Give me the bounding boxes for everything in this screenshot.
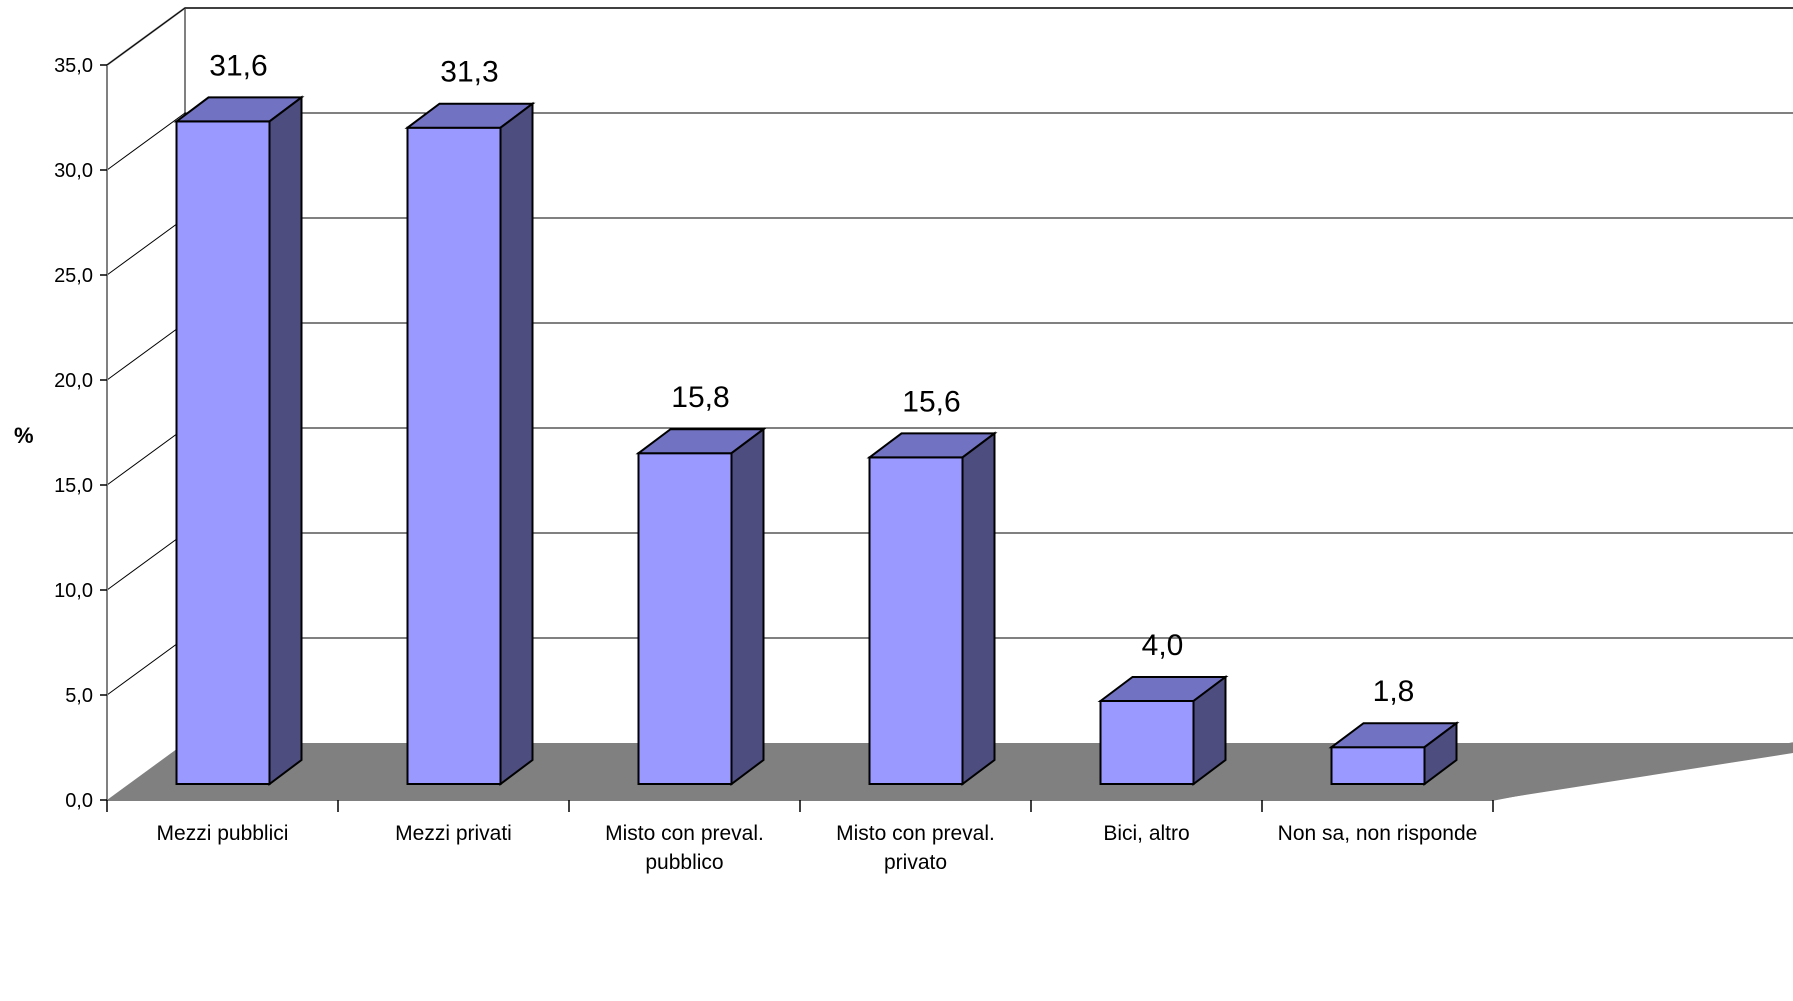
- category-label: Non sa, non risponde: [1278, 822, 1478, 845]
- category-label: Bici, altro: [1103, 822, 1189, 845]
- category-label: Misto con preval.: [605, 822, 764, 845]
- y-tick-label: 10,0: [54, 580, 93, 602]
- bar-0: [173, 95, 305, 786]
- gridline: [106, 7, 1793, 66]
- bar-5: [1328, 721, 1460, 786]
- category-label: privato: [884, 851, 947, 874]
- bar-4: [1097, 675, 1229, 786]
- bar-side-face: [1192, 675, 1227, 786]
- bar-side-face: [499, 101, 534, 786]
- category-label: pubblico: [645, 851, 723, 874]
- y-tick-label: 30,0: [54, 160, 93, 182]
- bar-front-face: [1099, 700, 1195, 785]
- bars: [173, 95, 1460, 786]
- category-label: Misto con preval.: [836, 822, 995, 845]
- data-label: 31,6: [209, 49, 267, 82]
- bar-side-face: [1423, 721, 1458, 786]
- axes: [100, 64, 1494, 812]
- bar-front-face: [175, 120, 271, 785]
- bar-side-face: [268, 95, 303, 786]
- y-axis-label: %: [14, 423, 34, 448]
- bar-front-face: [1330, 746, 1426, 786]
- y-tick-label: 5,0: [65, 685, 93, 707]
- back-wall-top-edge: [106, 7, 1793, 66]
- bar-side-face: [961, 431, 996, 786]
- bar-front-face: [406, 126, 502, 785]
- bar-side-face: [730, 427, 765, 786]
- y-tick-label: 25,0: [54, 265, 93, 287]
- data-label: 15,6: [902, 385, 960, 418]
- data-label: 1,8: [1373, 675, 1415, 708]
- data-label: 31,3: [440, 56, 498, 89]
- gridline: [106, 112, 1793, 171]
- bar-3: [866, 431, 998, 786]
- y-tick-label: 35,0: [54, 55, 93, 77]
- category-label: Mezzi privati: [395, 822, 512, 845]
- labels: 0,0 5,0 10,0 15,0 20,0 25,0 30,0 35,0 31,6 31,3 15…: [54, 49, 1477, 874]
- bar-front-face: [868, 456, 964, 785]
- y-tick-label: 20,0: [54, 370, 93, 392]
- gridline: [106, 322, 1793, 381]
- bar-2: [635, 427, 767, 786]
- bar-front-face: [637, 452, 733, 785]
- data-label: 15,8: [671, 381, 729, 414]
- y-tick-label: 0,0: [65, 790, 93, 812]
- floor-right-edge: [1492, 742, 1793, 801]
- gridline: [106, 217, 1793, 276]
- data-label: 4,0: [1142, 629, 1184, 662]
- category-label: Mezzi pubblici: [157, 822, 289, 845]
- y-tick-label: 15,0: [54, 475, 93, 497]
- bar-1: [404, 101, 536, 786]
